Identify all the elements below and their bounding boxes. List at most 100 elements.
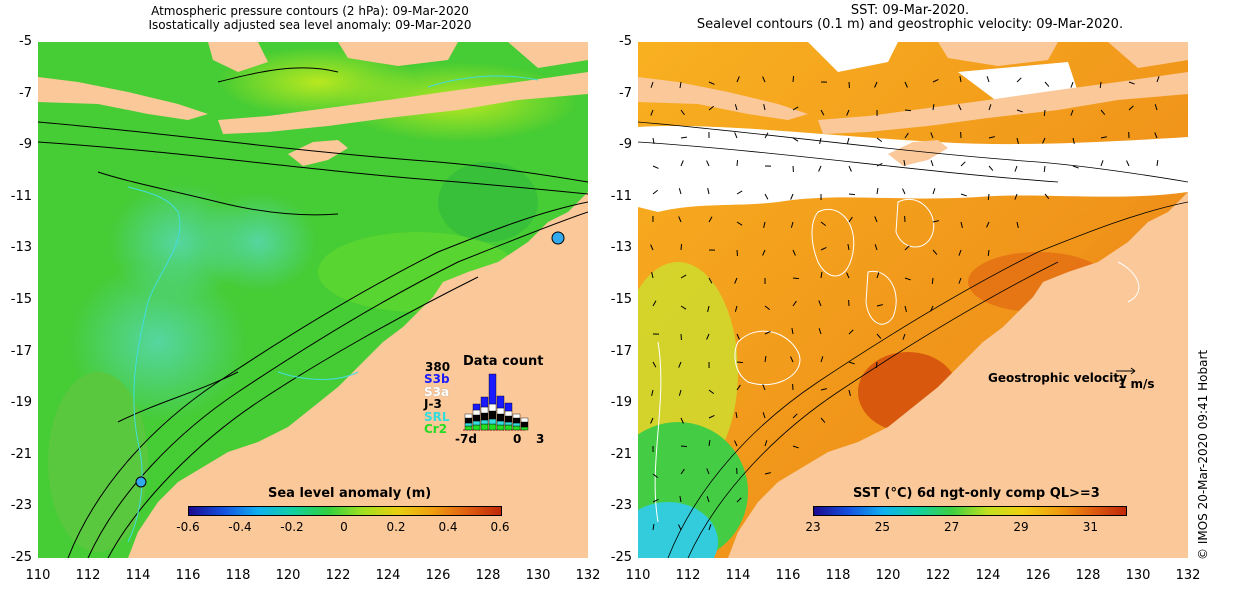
x-tick-label: 128 — [1075, 568, 1101, 583]
colorbar-tick-label: 0 — [340, 520, 348, 534]
velocity-arrow — [734, 277, 738, 284]
velocity-arrow — [958, 249, 962, 256]
velocity-arrow — [987, 249, 990, 257]
velocity-arrow — [762, 384, 766, 391]
velocity-arrow — [708, 277, 713, 284]
velocity-arrow — [1070, 81, 1074, 88]
velocity-arrow — [762, 76, 766, 83]
velocity-arrow — [764, 472, 771, 475]
velocity-arrow — [904, 81, 908, 88]
velocity-arrow — [1043, 165, 1046, 173]
velocity-arrow — [707, 188, 710, 195]
velocity-arrow — [848, 361, 855, 365]
velocity-arrow — [736, 384, 741, 391]
velocity-arrow — [848, 165, 852, 172]
velocity-arrow — [1156, 76, 1160, 83]
credit-text: © IMOS 20-Mar-2020 09:41 Hobart — [1196, 349, 1210, 560]
velocity-arrow — [820, 271, 823, 279]
timor-land — [888, 140, 948, 166]
colorbar-tick-label: 29 — [1013, 520, 1029, 534]
velocity-arrow — [960, 193, 967, 197]
velocity-arrow — [680, 468, 685, 475]
velocity-arrow — [736, 361, 744, 364]
histogram-bar — [472, 403, 481, 411]
x-tick-label: 114 — [725, 568, 751, 583]
left-title-line2: Isostatically adjusted sea level anomaly… — [148, 18, 472, 32]
velocity-arrow — [1072, 137, 1075, 144]
velocity-arrow — [932, 78, 939, 83]
left-colorbar-title: Sea level anomaly (m) — [268, 486, 432, 501]
velocity-arrow — [736, 159, 739, 167]
histogram-bar — [496, 407, 505, 415]
velocity-arrow — [680, 274, 687, 279]
velocity-arrow — [988, 165, 994, 171]
velocity-arrow — [904, 109, 912, 112]
histogram-bar — [504, 421, 513, 426]
velocity-arrow — [736, 333, 740, 340]
velocity-arrow — [820, 109, 825, 116]
velocity-arrow — [652, 361, 657, 368]
histogram-bar — [472, 420, 481, 426]
velocity-arrow — [706, 496, 710, 503]
x-tick-label: 116 — [175, 568, 201, 583]
velocity-arrow — [876, 304, 883, 307]
velocity-arrow — [652, 300, 657, 307]
velocity-arrow — [764, 330, 771, 335]
velocity-arrow — [932, 103, 935, 111]
velocity-arrow — [902, 333, 906, 340]
y-tick-label: -9 — [619, 137, 632, 153]
histogram-bar — [504, 424, 513, 431]
histogram-bar — [480, 396, 489, 408]
velocity-arrow — [708, 524, 712, 531]
colorbar-tick-label: 23 — [805, 520, 821, 534]
australia-land — [128, 192, 588, 558]
velocity-arrow — [876, 162, 883, 167]
y-tick-label: -5 — [619, 34, 632, 49]
data-count-histogram — [463, 373, 529, 431]
velocity-arrows — [650, 75, 1160, 531]
velocity-arrow — [650, 244, 654, 251]
histogram-bar — [464, 417, 473, 424]
x-tick-label: 132 — [575, 568, 601, 583]
x-tick-label: 122 — [325, 568, 351, 583]
y-tick-label: -7 — [619, 85, 632, 101]
histogram-bar — [488, 403, 497, 412]
y-tick-label: -5 — [19, 34, 32, 49]
velocity-arrow — [960, 221, 963, 228]
velocity-arrow — [680, 109, 685, 116]
velocity-arrow — [707, 305, 710, 312]
velocity-arrow — [960, 161, 966, 167]
y-tick-label: -13 — [610, 240, 632, 256]
histogram-bar — [504, 402, 513, 412]
mission-label-s3a: S3a — [424, 384, 450, 399]
velocity-arrow — [708, 105, 714, 111]
velocity-arrow — [652, 137, 655, 144]
right-colorbar-title: SST (°C) 6d ngt-only comp QL>=3 — [853, 486, 1100, 501]
velocity-arrow — [930, 132, 934, 139]
velocity-arrow — [986, 76, 990, 83]
velocity-arrow — [846, 272, 850, 279]
velocity-arrow — [650, 81, 654, 88]
velocity-arrow — [1154, 132, 1158, 139]
histogram-bar — [472, 414, 481, 422]
colorbar-tick-label: 0.6 — [490, 520, 510, 534]
y-tick-label: -17 — [10, 343, 32, 359]
velocity-arrow — [987, 193, 990, 201]
velocity-arrow — [1044, 193, 1050, 199]
velocity-arrow — [1016, 221, 1019, 228]
x-tick-label: 126 — [1025, 568, 1051, 583]
x-tick-label: 110 — [25, 568, 51, 583]
velocity-arrow — [680, 305, 687, 310]
histogram-bar — [520, 417, 529, 423]
histogram-bar — [488, 423, 497, 431]
velocity-arrow — [820, 388, 827, 391]
velocity-arrow — [736, 221, 743, 226]
velocity-arrow — [958, 277, 962, 284]
y-tick-label: -15 — [610, 292, 632, 307]
x-tick-label: 130 — [525, 568, 551, 583]
velocity-arrow — [792, 249, 796, 256]
velocity-arrow — [762, 249, 766, 256]
velocity-arrow — [651, 389, 654, 396]
histogram-bar — [472, 409, 481, 416]
velocity-arrow — [876, 333, 882, 339]
